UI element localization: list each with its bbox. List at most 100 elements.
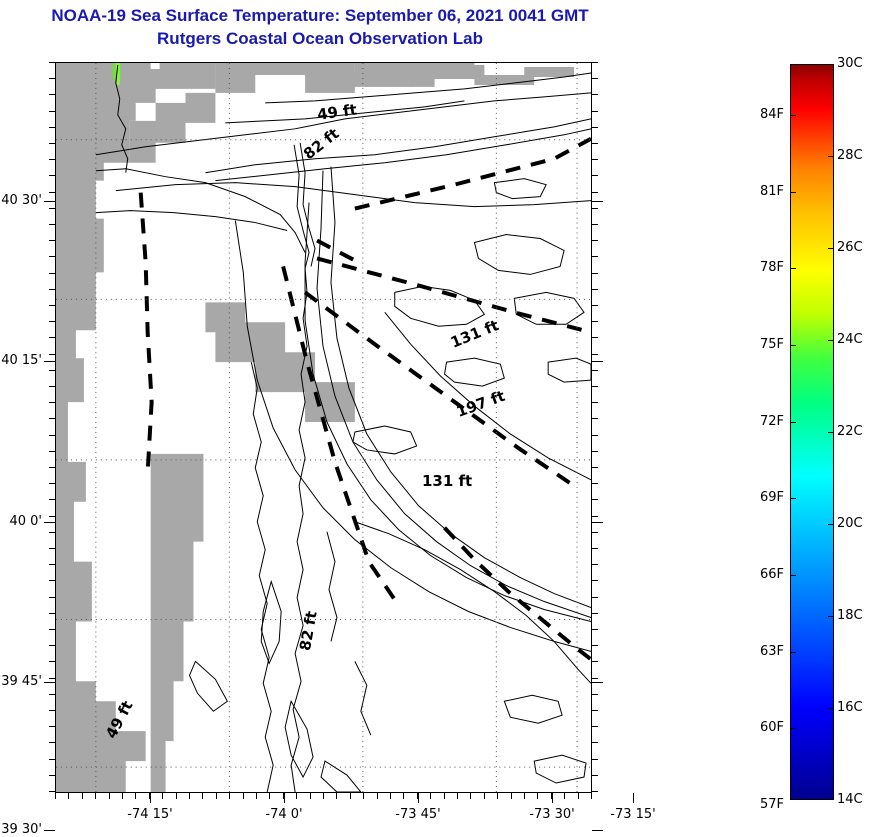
- y-minor-tick: [592, 402, 598, 404]
- y-minor-tick: [592, 450, 598, 452]
- y-minor-tick: [592, 693, 598, 695]
- y-major-tick: [592, 361, 603, 362]
- x-minor-tick: [215, 793, 217, 799]
- x-minor-tick: [336, 793, 338, 799]
- y-tick-label: 40 30': [1, 193, 42, 208]
- y-minor-tick: [49, 143, 55, 144]
- y-minor-tick: [49, 418, 55, 420]
- x-minor-tick: [430, 793, 432, 799]
- colorbar-fahrenheit-tick: [790, 191, 796, 193]
- x-minor-tick: [309, 793, 311, 799]
- colorbar-celsius-label: 28C: [837, 148, 863, 163]
- x-minor-tick: [175, 793, 177, 799]
- x-minor-tick: [55, 793, 56, 799]
- x-minor-tick: [296, 793, 298, 799]
- y-tick-label: 40 0': [9, 514, 42, 529]
- y-minor-tick: [592, 564, 598, 566]
- colorbar-celsius-tick: [828, 432, 834, 433]
- x-tick-label: -73 15': [610, 807, 656, 822]
- y-minor-tick: [49, 386, 55, 387]
- y-minor-tick: [592, 272, 598, 274]
- y-minor-tick: [592, 305, 598, 306]
- y-minor-tick: [49, 321, 55, 323]
- sst-map-plot[interactable]: 49 ft 82 ft 131 ft 197 ft 131 ft 82 ft 4…: [55, 62, 592, 793]
- y-minor-tick: [592, 742, 598, 744]
- x-minor-tick: [81, 793, 83, 799]
- y-minor-tick: [592, 467, 598, 468]
- y-minor-tick: [592, 94, 598, 96]
- bathymetry-contours: [95, 92, 591, 792]
- x-minor-tick: [349, 793, 351, 799]
- y-minor-tick: [49, 661, 55, 663]
- x-major-tick: [150, 793, 151, 803]
- y-minor-tick: [49, 369, 55, 371]
- x-minor-tick: [148, 793, 150, 799]
- title-line-2: Rutgers Coastal Ocean Observation Lab: [157, 29, 483, 48]
- x-minor-tick: [577, 793, 579, 799]
- chart-title: NOAA-19 Sea Surface Temperature: Septemb…: [0, 4, 640, 50]
- x-minor-tick: [162, 793, 164, 799]
- y-minor-tick: [592, 499, 598, 501]
- y-minor-tick: [49, 191, 55, 193]
- colorbar-celsius-tick: [828, 524, 834, 525]
- y-minor-tick: [49, 791, 55, 792]
- latlon-grid: [56, 63, 591, 792]
- sst-colorbar[interactable]: [790, 64, 834, 800]
- colorbar-gradient: [790, 64, 834, 800]
- x-minor-tick: [256, 793, 257, 799]
- y-minor-tick: [592, 256, 598, 258]
- y-minor-tick: [49, 742, 55, 744]
- y-major-tick: [44, 682, 55, 683]
- y-minor-tick: [592, 661, 598, 663]
- y-minor-tick: [49, 450, 55, 452]
- y-minor-tick: [592, 288, 598, 290]
- x-minor-tick: [122, 793, 123, 799]
- y-major-tick: [44, 522, 55, 523]
- x-minor-tick: [376, 793, 378, 799]
- y-minor-tick: [49, 240, 55, 242]
- y-minor-tick: [49, 126, 55, 128]
- y-minor-tick: [49, 402, 55, 404]
- y-major-tick: [592, 201, 603, 202]
- colorbar-fahrenheit-label: 60F: [759, 720, 784, 736]
- y-minor-tick: [49, 62, 55, 63]
- y-minor-tick: [49, 548, 55, 549]
- y-minor-tick: [592, 337, 598, 339]
- colorbar-fahrenheit-tick: [790, 498, 796, 500]
- colorbar-fahrenheit-tick: [790, 115, 796, 117]
- y-major-tick: [44, 830, 55, 831]
- colorbar-fahrenheit-label: 72F: [759, 413, 784, 429]
- x-minor-tick: [537, 793, 539, 799]
- x-minor-tick: [524, 793, 525, 799]
- colorbar-celsius-tick: [828, 616, 834, 617]
- y-minor-tick: [592, 548, 598, 549]
- y-minor-tick: [49, 94, 55, 96]
- x-minor-tick: [135, 793, 137, 799]
- colorbar-fahrenheit-label: 75F: [759, 337, 784, 353]
- shipping-lane-ne: [354, 137, 591, 211]
- x-minor-tick: [323, 793, 324, 799]
- x-minor-tick: [282, 793, 284, 799]
- colorbar-fahrenheit-label: 63F: [759, 643, 784, 659]
- y-minor-tick: [49, 337, 55, 339]
- depth-label: 131 ft: [422, 472, 473, 490]
- colorbar-celsius-label: 18C: [837, 608, 863, 623]
- x-major-tick: [633, 793, 634, 803]
- x-minor-tick: [390, 793, 391, 799]
- y-minor-tick: [592, 159, 598, 161]
- y-minor-tick: [592, 677, 598, 679]
- y-minor-tick: [592, 321, 598, 323]
- map-canvas: [56, 63, 591, 792]
- y-minor-tick: [49, 758, 55, 760]
- y-minor-tick: [592, 240, 598, 242]
- y-minor-tick: [49, 78, 55, 80]
- colorbar-fahrenheit-tick: [790, 268, 796, 270]
- x-major-tick: [418, 793, 419, 803]
- y-minor-tick: [592, 726, 598, 728]
- colorbar-celsius-label: 30C: [837, 56, 863, 71]
- y-minor-tick: [49, 305, 55, 306]
- x-major-tick: [284, 793, 285, 803]
- y-minor-tick: [592, 483, 598, 485]
- y-minor-tick: [49, 353, 55, 355]
- y-minor-tick: [49, 175, 55, 177]
